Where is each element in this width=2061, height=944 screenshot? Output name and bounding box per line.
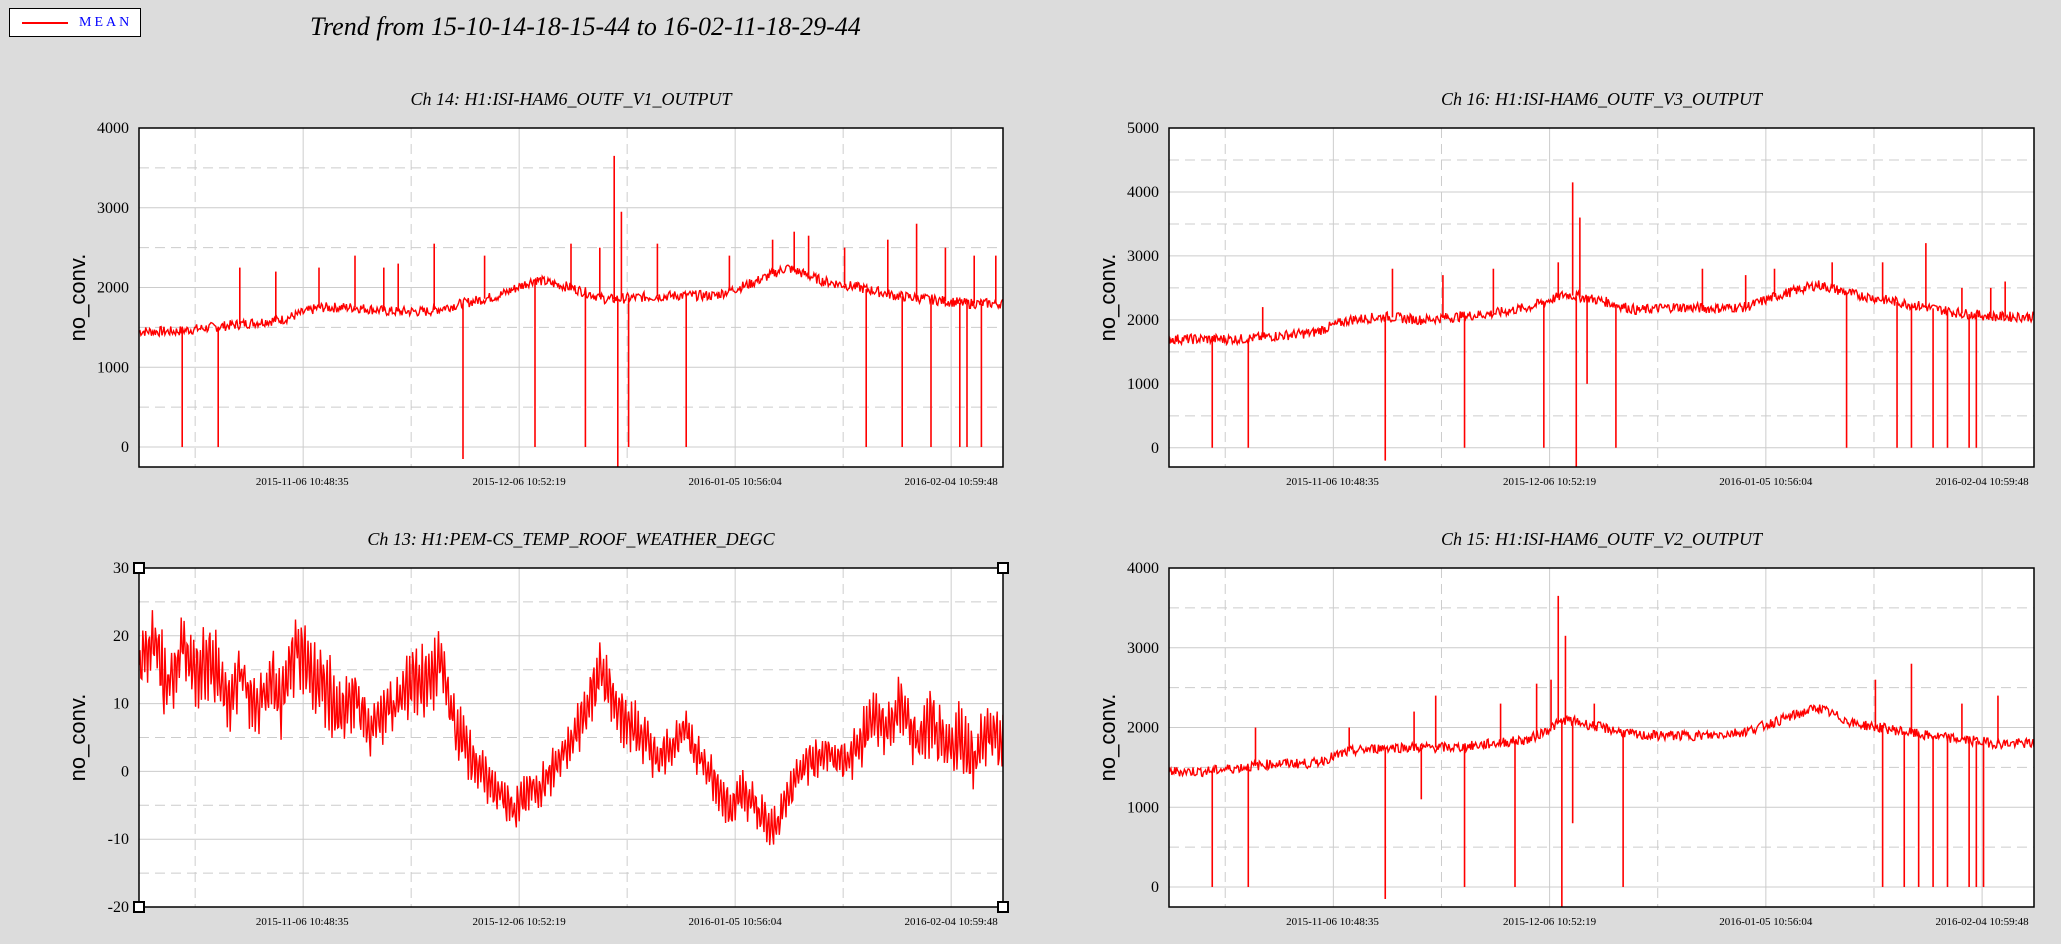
chart-title: Ch 13: H1:PEM-CS_TEMP_ROOF_WEATHER_DEGC: [367, 529, 775, 549]
plot-frame: [1168, 127, 2035, 468]
x-tick-label: 2015-12-06 10:52:19: [1503, 916, 1597, 928]
y-axis-label: no_conv.: [65, 254, 90, 342]
y-tick-label: 3000: [1127, 248, 1159, 265]
x-tick-label: 2016-02-04 10:59:48: [1935, 476, 2029, 488]
legend: MEAN: [9, 8, 141, 37]
chart-panel-3: -20 -10 0 10 20 30 2015-11-06 10:48:35 2015-12-…: [65, 529, 1009, 928]
y-tick-label: 1000: [1127, 376, 1159, 393]
y-tick-label: 3000: [1127, 640, 1159, 657]
y-tick-label: 0: [121, 439, 129, 456]
x-tick-label: 2016-01-05 10:56:04: [1719, 916, 1813, 928]
x-tick-label: 2016-01-05 10:56:04: [689, 916, 783, 928]
selection-handle: [997, 901, 1009, 913]
plot-background: [1169, 568, 2034, 907]
x-tick-label: 2016-01-05 10:56:04: [689, 476, 783, 488]
y-tick-label: 4000: [1127, 560, 1159, 577]
y-tick-label: -10: [108, 831, 129, 848]
y-tick-label: 4000: [97, 120, 129, 137]
x-tick-label: 2015-11-06 10:48:35: [1286, 476, 1379, 488]
x-tick-label: 2015-11-06 10:48:35: [256, 476, 349, 488]
y-tick-label: 1000: [1127, 799, 1159, 816]
y-axis-label: no_conv.: [1095, 254, 1120, 342]
y-tick-label: 0: [121, 763, 129, 780]
x-tick-label: 2015-11-06 10:48:35: [1286, 916, 1379, 928]
y-tick-label: 10: [113, 696, 129, 713]
series-group: [1169, 595, 2034, 907]
chart-title: Ch 15: H1:ISI-HAM6_OUTF_V2_OUTPUT: [1441, 529, 1764, 549]
series-group: [139, 155, 1003, 467]
series-line-mean: [139, 610, 1003, 846]
plot-frame: [138, 127, 1004, 468]
series-group: [139, 610, 1003, 846]
x-tick-label: 2015-12-06 10:52:19: [473, 916, 567, 928]
chart-panel-1: 0 1000 2000 3000 4000 2015-11-06 10:48:35 2015…: [65, 89, 1004, 488]
x-tick-label: 2016-02-04 10:59:48: [905, 916, 999, 928]
y-axis-label: no_conv.: [65, 694, 90, 782]
series-line-mean: [139, 264, 1003, 338]
y-tick-label: 0: [1151, 440, 1159, 457]
x-tick-label: 2016-01-05 10:56:04: [1719, 476, 1813, 488]
chart-panel-4: 0 1000 2000 3000 4000 2015-11-06 10:48:35 2015…: [1095, 529, 2035, 928]
x-tick-label: 2015-11-06 10:48:35: [256, 916, 349, 928]
selection-handle: [997, 562, 1009, 574]
page-title: Trend from 15-10-14-18-15-44 to 16-02-11…: [310, 12, 861, 41]
y-tick-label: 3000: [97, 200, 129, 217]
x-tick-label: 2015-12-06 10:52:19: [473, 476, 567, 488]
y-tick-label: 0: [1151, 879, 1159, 896]
plot-frame: [138, 567, 1004, 908]
y-tick-label: -20: [108, 899, 129, 916]
y-tick-label: 2000: [97, 280, 129, 297]
series-line-mean: [1169, 704, 2034, 778]
chart-title: Ch 16: H1:ISI-HAM6_OUTF_V3_OUTPUT: [1441, 89, 1764, 109]
y-tick-label: 2000: [1127, 312, 1159, 329]
x-tick-label: 2015-12-06 10:52:19: [1503, 476, 1597, 488]
legend-label: MEAN: [79, 15, 133, 30]
y-tick-label: 1000: [97, 359, 129, 376]
y-tick-label: 20: [113, 628, 129, 645]
y-tick-label: 5000: [1127, 120, 1159, 137]
legend-line-swatch: [22, 22, 68, 24]
series-group: [1169, 182, 2034, 467]
y-tick-label: 2000: [1127, 720, 1159, 737]
plot-frame: [1168, 567, 2035, 908]
plot-background: [139, 128, 1003, 467]
selection-handle: [133, 562, 145, 574]
chart-panel-2: 0 1000 2000 3000 4000 5000 2015-11-06 10:48:35…: [1095, 89, 2035, 488]
series-line-mean: [1169, 280, 2034, 347]
x-tick-label: 2016-02-04 10:59:48: [905, 476, 999, 488]
selection-handle: [133, 901, 145, 913]
y-tick-label: 4000: [1127, 184, 1159, 201]
y-tick-label: 30: [113, 560, 129, 577]
chart-title: Ch 14: H1:ISI-HAM6_OUTF_V1_OUTPUT: [411, 89, 734, 109]
y-axis-label: no_conv.: [1095, 694, 1120, 782]
x-tick-label: 2016-02-04 10:59:48: [1935, 916, 2029, 928]
